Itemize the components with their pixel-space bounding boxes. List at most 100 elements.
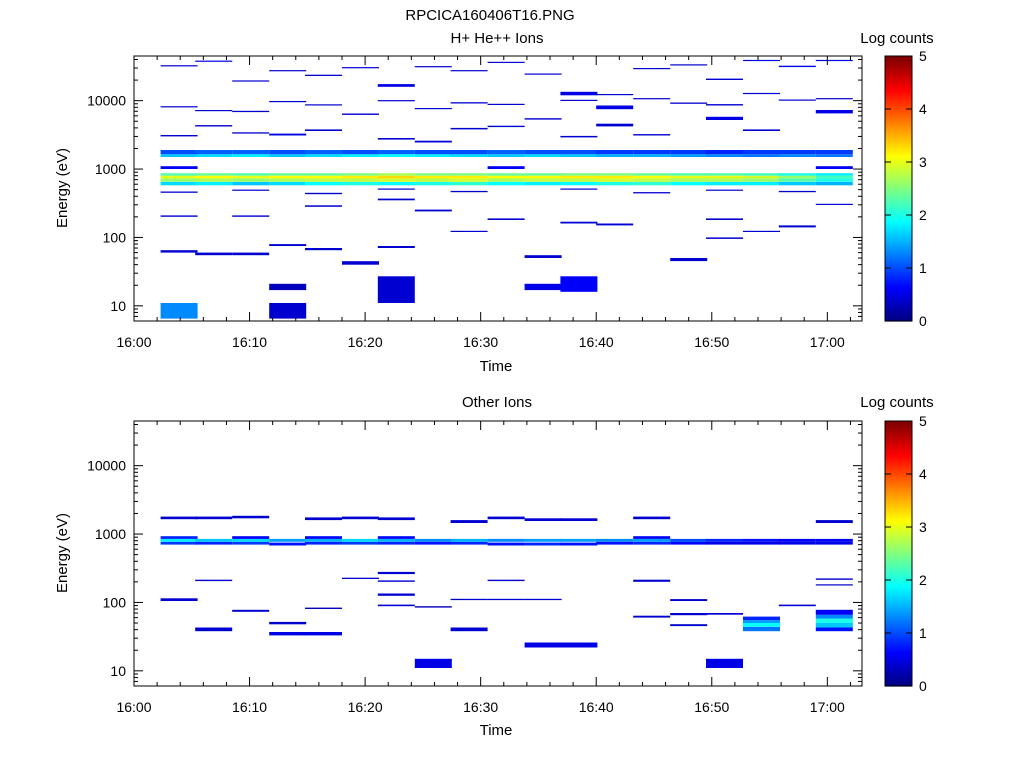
colorbar-segment [885,176,912,179]
colorbar-segment [885,549,912,553]
heatmap-cell [414,181,452,186]
heatmap-cell [743,538,780,542]
colorbar-segment [885,524,912,528]
heatmap-cell [487,579,525,582]
colorbar-segment [885,586,912,590]
heatmap-cell [633,150,671,155]
heatmap-cell [160,135,198,137]
heatmap-cell [487,166,525,169]
y-tick-label: 10000 [87,458,126,474]
heatmap-cell [342,516,379,520]
heatmap-cell [778,604,816,607]
colorbar-segment [885,244,912,248]
colorbar-segment [885,310,912,314]
colorbar-segment [885,495,912,499]
heatmap-cell [450,181,488,186]
heatmap-cell [232,154,270,157]
heatmap-cell [633,68,671,70]
colorbar-segment [885,126,912,130]
y-tick-label: 10 [110,663,126,679]
heatmap-cell [815,614,853,619]
colorbar-segment [885,601,912,604]
heatmap-cell [706,181,743,186]
heatmap-cell [743,178,780,182]
heatmap-cell [524,642,562,648]
colorbar-segment [885,207,912,210]
colorbar-segment [885,122,912,125]
colorbar-segment [885,78,912,82]
heatmap-cell [487,598,525,601]
y-axis-label-h-he: Energy (eV) [54,148,71,228]
heatmap-cell [450,70,488,72]
heatmap-cell [743,541,780,545]
heatmap-cell [195,181,233,186]
heatmap-cell [815,178,853,182]
heatmap-cell [524,178,562,182]
heatmap-cell [342,181,379,186]
heatmap-cell [160,598,198,601]
colorbar-segment [885,472,912,476]
heatmap-cells-h-he [160,59,853,319]
heatmap-cell [706,178,743,182]
colorbar-segment [885,584,912,588]
heatmap-cell [160,541,198,545]
heatmap-cell [596,181,634,186]
plot-frame-other [133,420,863,687]
colorbar-segment [885,318,912,322]
colorbar-segment [885,234,912,237]
x-axis-label-h-he: Time [480,358,513,375]
heatmap-cell [195,516,233,520]
colorbar-segment [885,138,912,142]
heatmap-cell [377,150,415,155]
x-tick-label: 16:40 [579,334,614,350]
colorbar-segment [885,292,912,295]
colorbar-segment [885,250,912,254]
colorbar-segment [885,530,912,534]
colorbar-segment [885,441,912,445]
heatmap-cell [706,613,743,615]
colorbar-segment [885,287,912,291]
colorbar-segment [885,679,912,683]
heatmap-cell [377,138,415,140]
colorbar-segment [885,155,912,159]
colorbar-segment [885,271,912,274]
heatmap-cell [269,173,307,176]
colorbar-segment [885,236,912,239]
colorbar-segment [885,557,912,561]
heatmap-cell [560,173,598,176]
heatmap-cell [377,175,415,179]
heatmap-cell [560,181,598,186]
heatmap-cell [670,102,708,104]
colorbar-segment [885,283,912,287]
heatmap-cell [560,642,598,648]
heatmap-cell [414,173,452,176]
heatmap-cell [232,215,270,217]
colorbar-segment [885,516,912,519]
colorbar-segment [885,124,912,127]
colorbar-tick-label: 5 [919,413,927,429]
heatmap-cells-other [160,515,853,668]
heatmap-cell [596,150,634,155]
colorbar-segment [885,439,912,443]
heatmap-cell [524,283,562,291]
colorbar-segment [885,449,912,453]
heatmap-cell [342,173,379,176]
heatmap-cell [160,215,198,217]
colorbar-segment [885,536,912,540]
colorbar-segment [885,650,912,654]
colorbar-segment [885,518,912,521]
heatmap-cell [377,178,415,182]
x-tick-label: 16:10 [232,699,267,715]
colorbar-tick-label: 5 [919,48,927,64]
colorbar-segment [885,202,912,206]
heatmap-cell [633,178,671,182]
colorbar-segment [885,149,912,152]
colorbar-segment [885,628,912,631]
heatmap-cell [450,541,488,545]
colorbar-frame [884,55,913,322]
heatmap-cell [195,627,233,632]
heatmap-cell [269,178,307,182]
heatmap-cell [269,181,307,186]
colorbar-segment [885,427,912,430]
heatmap-cell [342,154,379,157]
